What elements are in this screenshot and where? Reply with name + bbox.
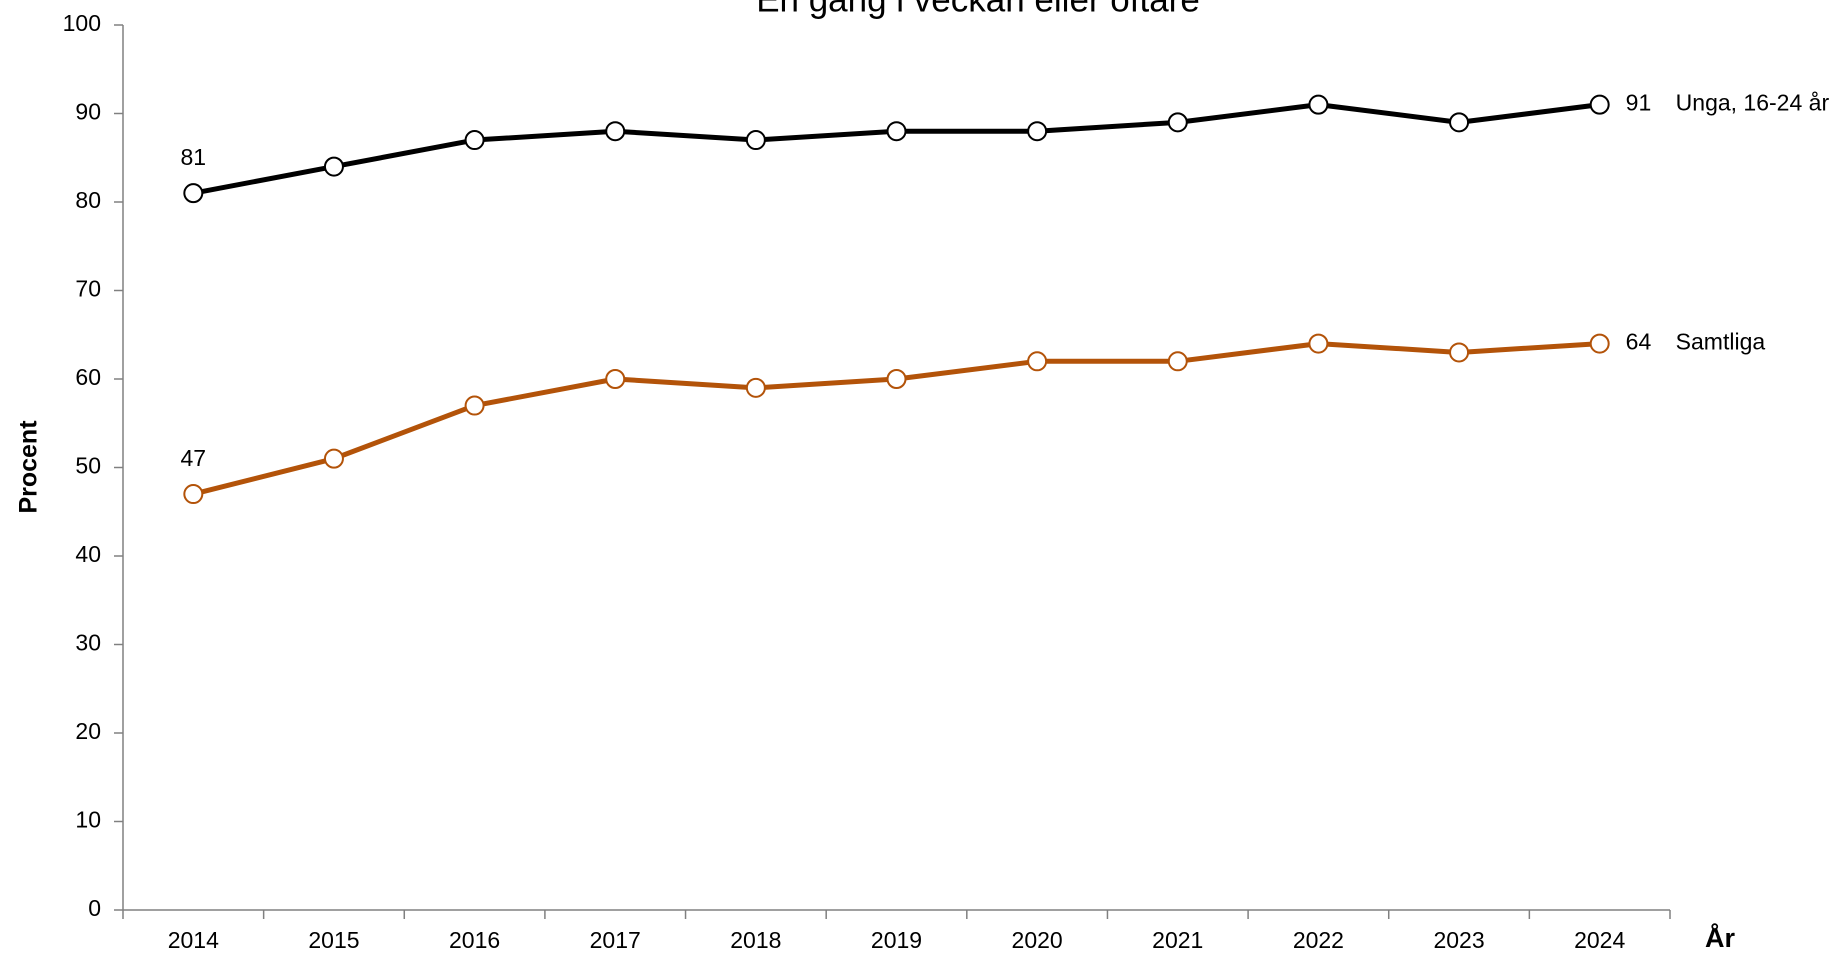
point — [745, 130, 766, 151]
point — [1308, 333, 1329, 354]
series-line — [192, 102, 1600, 196]
x-tick-label: 2019 — [871, 927, 922, 953]
value-label: 64 — [1626, 329, 1652, 355]
point — [886, 369, 907, 389]
x-tick-label: 2023 — [1433, 927, 1484, 953]
y-axis-label: Procent — [15, 420, 43, 514]
x-tick-label: 2018 — [730, 927, 781, 953]
series-label: Samtliga — [1676, 329, 1766, 355]
point — [1027, 121, 1048, 142]
point — [183, 484, 204, 505]
point — [1167, 351, 1188, 372]
y-tick-label: 10 — [75, 807, 101, 833]
x-tick-label: 2016 — [449, 927, 500, 953]
point — [1449, 112, 1470, 133]
point — [1167, 112, 1188, 133]
y-tick-label: 100 — [63, 10, 101, 36]
point — [745, 377, 766, 398]
x-tick-label: 2024 — [1574, 927, 1625, 953]
point — [1308, 94, 1329, 115]
y-tick-label: 70 — [75, 276, 101, 302]
y-tick-label: 40 — [75, 541, 101, 567]
x-axis-label: År — [1705, 922, 1735, 953]
y-tick-label: 20 — [75, 718, 101, 744]
y-tick-label: 30 — [75, 630, 101, 656]
x-tick-label: 2015 — [308, 927, 359, 953]
y-tick-label: 50 — [75, 453, 101, 479]
value-label: 81 — [181, 144, 207, 170]
point — [183, 183, 204, 204]
x-tick-label: 2021 — [1152, 927, 1203, 953]
point — [1589, 94, 1610, 115]
y-tick-label: 60 — [75, 364, 101, 390]
x-tick-label: 2017 — [590, 927, 641, 953]
chart-title: En gång i veckan eller oftare — [756, 0, 1200, 19]
value-label: 91 — [1626, 90, 1652, 116]
value-label: 47 — [181, 445, 207, 471]
point — [605, 121, 626, 142]
point — [464, 395, 485, 416]
series-line — [192, 341, 1600, 497]
point — [1589, 333, 1610, 354]
x-tick-label: 2014 — [168, 927, 219, 953]
series-label: Unga, 16-24 år — [1676, 90, 1830, 116]
point — [464, 130, 485, 151]
point — [886, 121, 907, 142]
y-tick-label: 90 — [75, 99, 101, 125]
point — [605, 369, 626, 389]
y-tick-label: 0 — [88, 895, 101, 921]
point — [323, 448, 344, 469]
point — [1027, 351, 1048, 372]
point — [323, 156, 344, 177]
x-tick-label: 2020 — [1012, 927, 1063, 953]
y-tick-label: 80 — [75, 187, 101, 213]
x-tick-label: 2022 — [1293, 927, 1344, 953]
point — [1449, 342, 1470, 363]
